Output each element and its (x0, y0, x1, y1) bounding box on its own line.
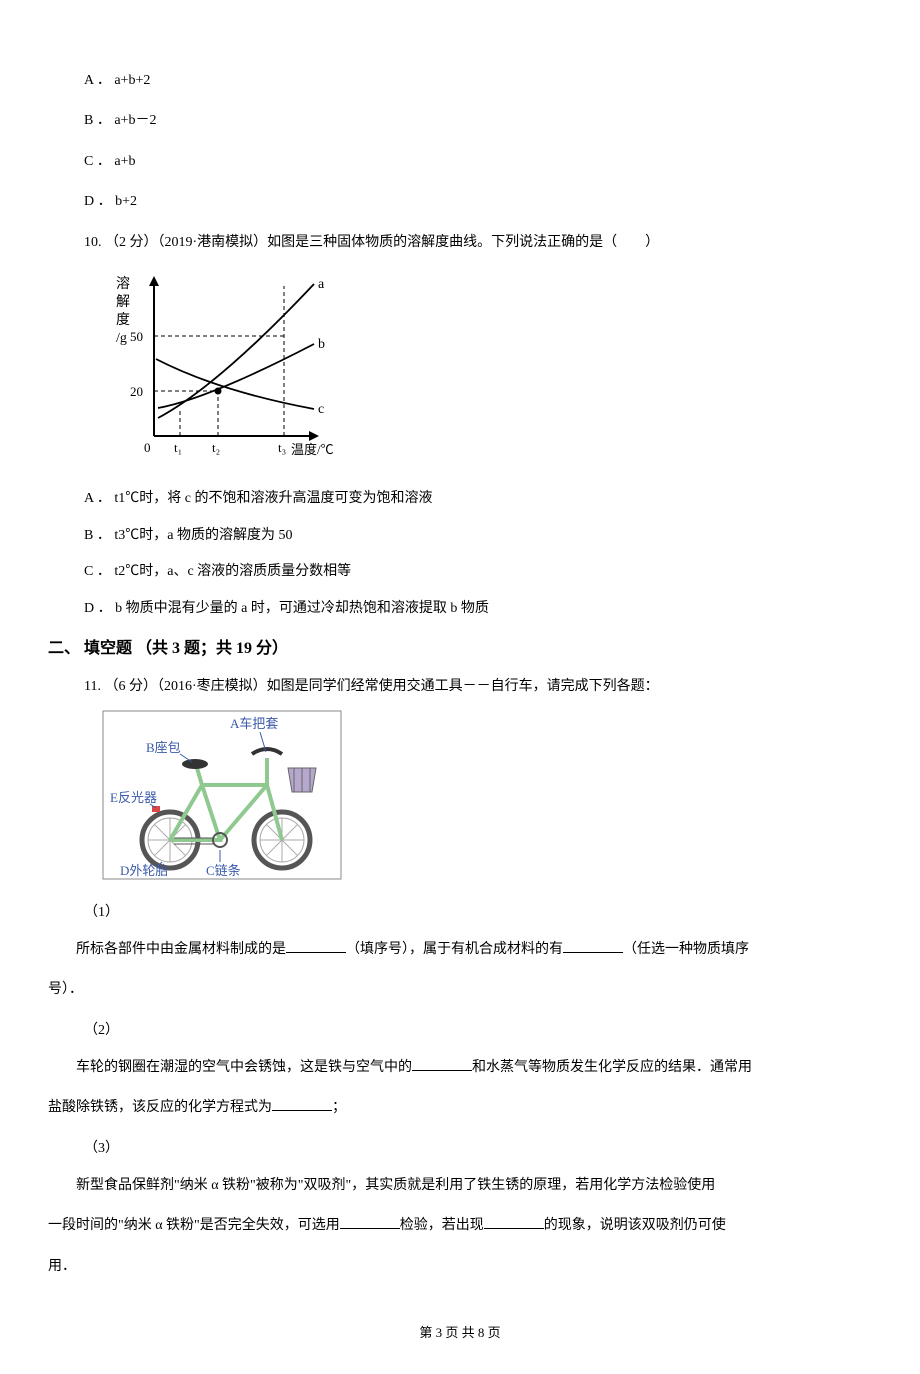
option-c-pre: C ． a+b (84, 151, 872, 173)
q11-sub3-p2: 一段时间的"纳米 α 铁粉"是否完全失效，可选用 检验，若出现 的现象，说明该双吸剂… (48, 1211, 872, 1242)
option-b-pre: B ． a+b－2 (84, 110, 872, 132)
q11-sub2-p2: 盐酸除铁锈，该反应的化学方程式为 ； (48, 1093, 872, 1124)
blank-phenomenon (484, 1214, 544, 1229)
q11-header: 11. （6 分）（2016·枣庄模拟）如图是同学们经常使用交通工具－－自行车，… (84, 676, 872, 698)
svg-text:t₂: t₂ (212, 440, 220, 455)
page-footer: 第 3 页 共 8 页 (48, 1323, 872, 1344)
q11-sub2-p2a: 盐酸除铁锈，该反应的化学方程式为 (48, 1100, 272, 1115)
q10-option-d: D ． b 物质中混有少量的 a 时，可通过冷却热饱和溶液提取 b 物质 (84, 598, 872, 620)
svg-text:C链条: C链条 (206, 863, 241, 878)
q11-sub2-p1: 车轮的钢圈在潮湿的空气中会锈蚀，这是铁与空气中的 和水蒸气等物质发生化学反应的结果… (48, 1053, 872, 1084)
svg-text:B座包: B座包 (146, 740, 181, 755)
q11-sub3-p3: 用． (48, 1252, 872, 1283)
svg-text:度: 度 (116, 312, 130, 328)
q11-sub3-p1: 新型食品保鲜剂"纳米 α 铁粉"被称为"双吸剂"，其实质就是利用了铁生锈的原理，… (48, 1171, 872, 1202)
blank-equation (272, 1096, 332, 1111)
svg-text:20: 20 (130, 384, 143, 399)
svg-text:解: 解 (116, 294, 130, 310)
q11-sub1-p1a: 所标各部件中由金属材料制成的是 (76, 942, 286, 957)
svg-text:t₃: t₃ (278, 440, 286, 455)
blank-metal (286, 937, 346, 952)
q11-sub3-p1a: 新型食品保鲜剂"纳米 α 铁粉"被称为"双吸剂"，其实质就是利用了铁生锈的原理，… (76, 1178, 715, 1193)
q10-option-c: C ． t2℃时，a、c 溶液的溶质质量分数相等 (84, 561, 872, 583)
q11-sub3-p2a: 一段时间的"纳米 α 铁粉"是否完全失效，可选用 (48, 1218, 340, 1233)
q11-sub2-p1b: 和水蒸气等物质发生化学反应的结果．通常用 (472, 1060, 752, 1075)
q10-option-b: B ． t3℃时，a 物质的溶解度为 50 (84, 525, 872, 547)
q10-option-a: A ． t1℃时，将 c 的不饱和溶液升高温度可变为饱和溶液 (84, 488, 872, 510)
q11-sub2-p1a: 车轮的钢圈在潮湿的空气中会锈蚀，这是铁与空气中的 (76, 1060, 412, 1075)
option-a-pre: A ． a+b+2 (84, 70, 872, 92)
option-d-pre: D ． b+2 (84, 191, 872, 213)
blank-organic (563, 937, 623, 952)
q11-sub3-num: （3） (84, 1138, 872, 1160)
section-2-header: 二、 填空题 （共 3 题；共 19 分） (48, 636, 872, 662)
q11-sub2-p2b: ； (332, 1100, 346, 1115)
bike-diagram: A车把套 B座包 E反光器 D外轮胎 C链条 (102, 710, 872, 888)
svg-text:50: 50 (130, 329, 143, 344)
svg-text:温度/℃: 温度/℃ (291, 442, 334, 457)
svg-text:/g: /g (116, 331, 127, 346)
svg-text:A车把套: A车把套 (230, 716, 278, 731)
q11-sub1-num: （1） (84, 902, 872, 924)
svg-text:c: c (318, 402, 324, 417)
q11-sub1-p2: 号）． (48, 975, 872, 1006)
blank-air (412, 1055, 472, 1070)
svg-text:a: a (318, 277, 325, 292)
svg-text:0: 0 (144, 440, 151, 455)
svg-text:D外轮胎: D外轮胎 (120, 863, 168, 878)
q11-sub1-p1b: （填序号），属于有机合成材料的有 (346, 942, 563, 957)
q10-header: 10. （2 分）（2019·港南模拟）如图是三种固体物质的溶解度曲线。下列说法… (84, 232, 872, 254)
q11-sub1-p1c: （任选一种物质填序 (623, 942, 749, 957)
solubility-chart: 溶解度/g 温度/℃ 20 50 0 t₁ t₂ t₃ a b c (102, 266, 872, 474)
q11-sub1-p1: 所标各部件中由金属材料制成的是 （填序号），属于有机合成材料的有 （任选一种物质填序 (48, 935, 872, 966)
svg-text:溶: 溶 (116, 276, 130, 292)
q11-sub3-p2c: 的现象，说明该双吸剂仍可使 (544, 1218, 726, 1233)
q11-sub2-num: （2） (84, 1020, 872, 1042)
q11-sub3-p2b: 检验，若出现 (400, 1218, 484, 1233)
svg-text:b: b (318, 337, 325, 352)
svg-text:t₁: t₁ (174, 440, 182, 455)
blank-reagent (340, 1214, 400, 1229)
svg-text:E反光器: E反光器 (110, 790, 157, 805)
